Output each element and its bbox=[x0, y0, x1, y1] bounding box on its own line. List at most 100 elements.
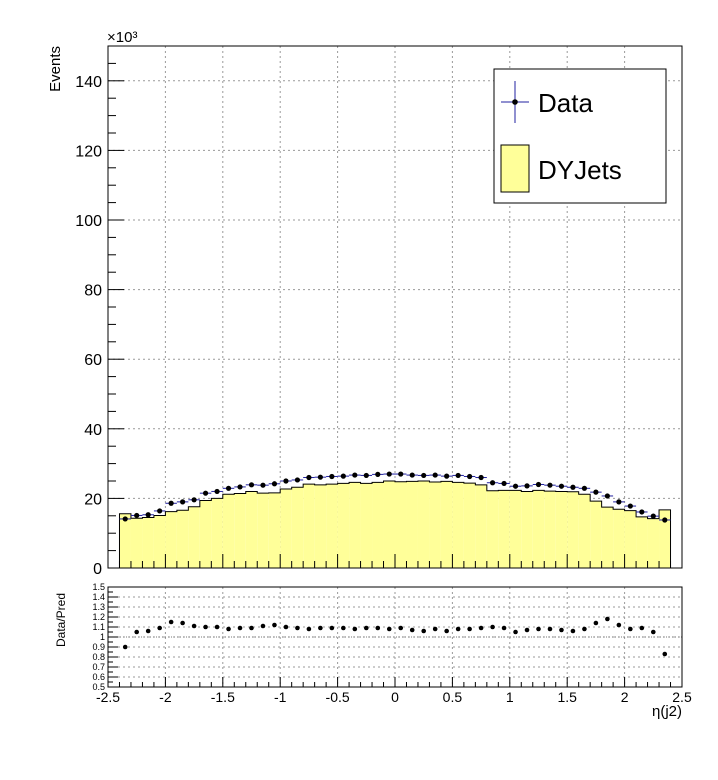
dyjets-bin bbox=[360, 483, 373, 568]
dyjets-bin bbox=[280, 489, 292, 568]
legend-data-label: Data bbox=[538, 88, 593, 118]
ratio-point bbox=[421, 628, 427, 634]
legend-data-marker bbox=[512, 99, 518, 105]
ratio-y-tick-label: 0.9 bbox=[92, 642, 105, 652]
dyjets-bin bbox=[429, 482, 441, 568]
data-point bbox=[547, 482, 553, 488]
ratio-grid bbox=[107, 586, 683, 688]
ratio-point bbox=[524, 627, 530, 633]
dyjets-bin bbox=[440, 481, 453, 568]
data-point bbox=[558, 483, 565, 489]
dyjets-bin bbox=[165, 511, 177, 568]
dyjets-bin bbox=[222, 494, 235, 568]
ratio-point bbox=[145, 628, 151, 634]
ratio-point bbox=[432, 626, 438, 632]
ratio-y-tick-label: 0.8 bbox=[92, 652, 105, 662]
dyjets-bin bbox=[647, 518, 660, 568]
ratio-point bbox=[180, 620, 185, 626]
dyjets-bin bbox=[532, 490, 545, 568]
main-y-tick-label: 100 bbox=[75, 213, 102, 230]
legend: Data DYJets bbox=[493, 68, 667, 204]
ratio-y-tick-label: 1.4 bbox=[92, 592, 105, 602]
dyjets-bin bbox=[406, 481, 418, 568]
dyjets-bin bbox=[509, 490, 522, 568]
legend-dyjets-label: DYJets bbox=[538, 155, 622, 185]
data-point bbox=[191, 497, 197, 503]
data-point bbox=[134, 512, 140, 519]
ratio-point bbox=[536, 626, 541, 632]
ratio-y-tick-label: 1.1 bbox=[92, 622, 105, 632]
ratio-point bbox=[582, 626, 587, 632]
ratio-point bbox=[260, 623, 266, 629]
data-points bbox=[119, 471, 671, 523]
ratio-point bbox=[283, 624, 289, 630]
x-tick-label: -2 bbox=[159, 689, 172, 705]
dyjets-bin bbox=[613, 509, 625, 568]
dyjets-bin bbox=[521, 491, 533, 568]
ratio-point bbox=[306, 626, 312, 632]
legend-dyjets-swatch bbox=[500, 144, 530, 193]
ratio-point bbox=[375, 625, 381, 631]
ratio-axes: 0.50.60.70.80.911.11.21.31.41.5-2.5 -2 -1.… bbox=[92, 582, 691, 705]
dyjets-bin bbox=[234, 493, 246, 568]
ratio-y-tick-label: 0.6 bbox=[92, 672, 105, 682]
dyjets-bin bbox=[475, 484, 487, 568]
dyjets-bin bbox=[498, 490, 510, 568]
ratio-point bbox=[616, 622, 622, 628]
data-point bbox=[662, 517, 668, 523]
ratio-point bbox=[203, 624, 208, 630]
ratio-point bbox=[398, 625, 404, 631]
y-axis-multiplier: ×10³ bbox=[107, 29, 137, 46]
dyjets-bin bbox=[199, 500, 212, 568]
ratio-y-tick-label: 1.5 bbox=[92, 582, 105, 592]
data-point bbox=[317, 474, 323, 480]
data-point bbox=[145, 512, 151, 518]
data-point bbox=[639, 509, 645, 515]
data-point bbox=[260, 482, 266, 488]
dyjets-bin bbox=[659, 509, 671, 568]
ratio-point bbox=[191, 623, 197, 629]
dyjets-bin bbox=[176, 510, 189, 568]
data-point bbox=[157, 508, 163, 514]
data-point bbox=[214, 488, 220, 495]
x-tick-label: -1.5 bbox=[211, 689, 235, 705]
ratio-point bbox=[662, 651, 668, 657]
ratio-point bbox=[593, 620, 599, 626]
dyjets-bin bbox=[257, 493, 269, 568]
ratio-y-tick-label: 0.5 bbox=[92, 682, 105, 692]
data-point bbox=[409, 472, 415, 478]
ratio-point bbox=[490, 624, 495, 630]
data-point bbox=[375, 471, 381, 477]
dyjets-bin bbox=[452, 482, 464, 568]
main-y-tick-label: 40 bbox=[84, 422, 102, 439]
dyjets-bin bbox=[119, 513, 131, 568]
dyjets-bin bbox=[130, 518, 143, 568]
dyjets-bin bbox=[601, 507, 614, 568]
main-y-tick-label: 140 bbox=[75, 74, 102, 91]
dyjets-bin bbox=[291, 487, 304, 568]
x-tick-label: -2.5 bbox=[96, 689, 120, 705]
ratio-point bbox=[628, 626, 633, 632]
dyjets-bin bbox=[567, 491, 579, 568]
ratio-point bbox=[513, 629, 518, 635]
dyjets-bin bbox=[245, 491, 258, 568]
ratio-point bbox=[157, 625, 162, 631]
dyjets-bin bbox=[188, 506, 200, 568]
dyjets-bin bbox=[383, 481, 395, 568]
y-axis-label: Events bbox=[47, 46, 64, 92]
main-y-tick-label: 80 bbox=[84, 283, 102, 300]
x-tick-label: 1.5 bbox=[557, 689, 577, 705]
ratio-point bbox=[272, 622, 277, 628]
dyjets-bin bbox=[578, 494, 591, 568]
ratio-point bbox=[501, 625, 507, 631]
data-point bbox=[168, 500, 174, 506]
dyjets-bin bbox=[486, 490, 499, 568]
x-tick-label: 0.5 bbox=[443, 689, 463, 705]
data-point bbox=[363, 472, 369, 479]
dyjets-bin bbox=[544, 491, 556, 568]
main-y-tick-label: 20 bbox=[84, 491, 102, 508]
data-point bbox=[593, 489, 599, 495]
data-point bbox=[627, 503, 633, 509]
data-point bbox=[329, 473, 335, 480]
ratio-y-tick-label: 0.7 bbox=[92, 662, 105, 672]
